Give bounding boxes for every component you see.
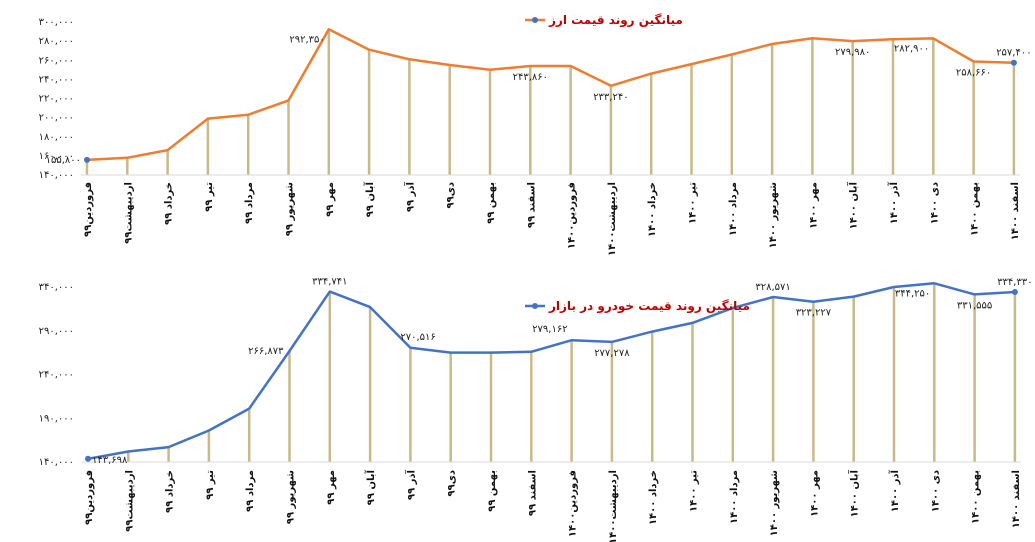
series-line <box>86 28 1014 162</box>
x-tick-label: آذر ۱۴۰۰ <box>888 469 901 512</box>
data-label: ۲۴۳,۸۶۰ <box>513 72 548 83</box>
y-tick-label: ۳۴۰,۰۰۰ <box>39 282 74 293</box>
data-label: ۲۵۷,۴۰۰ <box>996 48 1031 59</box>
car-price-chart: ۱۴۰,۰۰۰ ۱۹۰,۰۰۰ ۲۴۰,۰۰۰ ۲۹۰,۰۰۰ ۳۴۰,۰۰۰ ۱۴۳,۶… <box>39 277 1033 542</box>
data-label: ۲۶۶,۸۷۳ <box>248 346 284 357</box>
y-tick-label: ۲۴۰,۰۰۰ <box>39 74 74 85</box>
x-tick-label: دی۹۹ <box>446 182 457 209</box>
data-label: ۱۵۵,۸۰۰ <box>46 155 81 166</box>
legend: میانگین روند قیمت ارز <box>525 13 683 28</box>
x-tick-label: آبان ۹۹ <box>364 469 377 505</box>
legend-label: میانگین روند قیمت ارز <box>548 13 683 28</box>
y-tick-label: ۲۰۰,۰۰۰ <box>39 113 74 124</box>
data-point-marker <box>1010 59 1017 66</box>
x-tick-label: مرداد ۱۴۰۰ <box>729 470 740 524</box>
x-tick-label: فروردین۹۹ <box>83 182 94 237</box>
data-label: ۱۴۳,۶۹۸ <box>92 455 128 466</box>
y-tick-label: ۲۹۰,۰۰۰ <box>39 326 74 337</box>
x-tick-label: آبان ۹۹ <box>363 181 376 217</box>
y-tick-label: ۲۸۰,۰۰۰ <box>39 36 74 47</box>
currency-price-chart: ۱۴۰,۰۰۰ ۱۶۰,۰۰۰ ۱۸۰,۰۰۰ ۲۰۰,۰۰۰ ۲۲۰,۰۰۰ ۲۴۰,۰… <box>39 13 1032 256</box>
x-tick-label: مهر ۱۴۰۰ <box>809 470 820 517</box>
data-label: ۳۴۴,۲۵۰ <box>895 288 930 299</box>
x-tick-label: فروردین۱۴۰۰ <box>568 470 579 537</box>
x-tick-label: تیر ۱۴۰۰ <box>688 182 699 224</box>
data-label: ۳۲۸,۵۷۱ <box>755 282 790 293</box>
x-tick-label: بهمن ۱۴۰۰ <box>971 470 982 524</box>
data-label: ۲۵۸,۶۶۰ <box>956 68 991 79</box>
x-tick-label: مرداد ۹۹ <box>244 182 255 224</box>
y-tick-label: ۲۲۰,۰۰۰ <box>39 94 74 105</box>
x-tick-label: شهریور ۹۹ <box>286 470 297 524</box>
y-tick-label: ۱۹۰,۰۰۰ <box>39 413 74 424</box>
y-tick-label: ۱۴۰,۰۰۰ <box>39 170 74 181</box>
data-label: ۳۳۴,۷۴۱ <box>312 277 347 288</box>
y-tick-label: ۱۸۰,۰۰۰ <box>39 132 74 143</box>
x-tick-label: شهریور ۱۴۰۰ <box>769 470 780 537</box>
data-point-marker <box>85 455 91 462</box>
x-tick-label: مهر ۹۹ <box>325 182 336 217</box>
x-tick-label: آبان ۱۴۰۰ <box>847 181 860 229</box>
x-tick-label: مرداد ۱۴۰۰ <box>728 182 739 236</box>
x-tick-label: مهر ۱۴۰۰ <box>808 182 819 229</box>
data-label: ۲۸۲,۹۰۰ <box>894 43 929 54</box>
x-tick-label: دی۹۹ <box>447 470 458 497</box>
data-label: ۲۷۹,۹۸۰ <box>835 47 870 58</box>
y-tick-label: ۳۰۰,۰۰۰ <box>39 17 74 28</box>
data-label: ۲۳۳,۲۴۰ <box>593 92 628 103</box>
x-tick-label: تیر ۹۹ <box>204 182 215 212</box>
data-label: ۳۳۴,۳۳۰ <box>997 277 1032 288</box>
x-tick-label: شهریور ۱۴۰۰ <box>768 182 779 249</box>
x-tick-label: آبان ۱۴۰۰ <box>848 469 861 517</box>
series-line <box>87 282 1015 461</box>
x-tick-label: شهریور ۹۹ <box>285 182 296 236</box>
x-tick-label: اردیبهشت۱۴۰۰ <box>607 182 618 256</box>
x-tick-label: آذر ۹۹ <box>403 181 416 212</box>
y-tick-label: ۱۶۰,۰۰۰ <box>39 151 74 162</box>
y-tick-label: ۲۴۰,۰۰۰ <box>39 370 74 381</box>
x-tick-label: اسفند ۹۹ <box>527 470 538 516</box>
x-tick-label: آذر ۹۹ <box>404 469 417 500</box>
x-tick-label: بهمن ۹۹ <box>486 182 497 224</box>
data-label: ۳۳۱,۵۵۵ <box>957 300 992 311</box>
data-point-marker <box>1011 288 1018 295</box>
x-tick-label: بهمن ۹۹ <box>487 470 498 512</box>
data-label: ۲۷۷,۲۷۸ <box>594 348 630 359</box>
x-tick-label: اسفند ۱۴۰۰ <box>1011 470 1022 528</box>
x-tick-label: خرداد ۱۴۰۰ <box>648 470 659 525</box>
x-tick-label: خرداد ۹۹ <box>165 470 176 513</box>
data-label: ۳۲۳,۲۲۷ <box>796 308 832 319</box>
x-tick-label: خرداد ۱۴۰۰ <box>647 182 658 237</box>
x-tick-label: بهمن ۱۴۰۰ <box>970 182 981 236</box>
x-tick-label: تیر ۹۹ <box>205 470 216 500</box>
x-tick-label: فروردین۹۹ <box>84 470 95 525</box>
data-label: ۲۹۲,۳۵۰ <box>289 34 324 45</box>
data-label: ۲۷۰,۵۱۶ <box>400 332 435 343</box>
x-tick-label: مهر ۹۹ <box>326 470 337 505</box>
x-tick-label: اردیبهشت۱۴۰۰ <box>608 470 619 542</box>
x-tick-label: دی ۱۴۰۰ <box>929 182 940 224</box>
x-tick-label: اسفند ۱۴۰۰ <box>1010 182 1021 240</box>
legend: میانگین روند قیمت خودرو در بازار <box>525 299 750 314</box>
data-label: ۲۷۹,۱۶۲ <box>532 324 567 335</box>
x-tick-label: تیر ۱۴۰۰ <box>689 470 700 512</box>
x-tick-label: فروردین۱۴۰۰ <box>567 182 578 249</box>
x-tick-label: آذر ۱۴۰۰ <box>887 181 900 224</box>
x-tick-label: خرداد ۹۹ <box>164 182 175 225</box>
x-tick-label: اردیبهشت۹۹ <box>124 470 135 532</box>
legend-marker-icon <box>532 303 538 309</box>
x-tick-label: دی ۱۴۰۰ <box>930 470 941 512</box>
y-tick-label: ۲۶۰,۰۰۰ <box>39 55 74 66</box>
x-tick-label: اسفند ۹۹ <box>526 182 537 228</box>
legend-label: میانگین روند قیمت خودرو در بازار <box>548 299 750 314</box>
legend-marker-icon <box>532 17 538 23</box>
x-tick-label: اردیبهشت۹۹ <box>123 182 134 244</box>
x-tick-label: مرداد ۹۹ <box>245 470 256 512</box>
data-point-marker <box>84 156 90 163</box>
y-tick-label: ۱۴۰,۰۰۰ <box>39 457 74 468</box>
